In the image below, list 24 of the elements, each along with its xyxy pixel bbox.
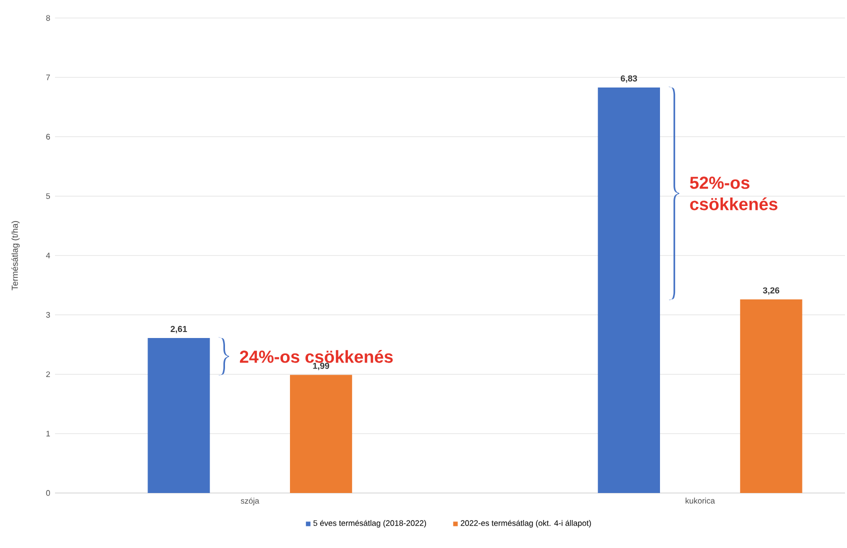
y-axis-title: Termésátlag (t/ha) [11,221,20,290]
annotation: 52%-os csökkenés [690,176,778,210]
y-tick-label: 5 [46,193,50,199]
data-label: 1,99 [313,362,330,370]
legend-label: 2022-es termésátlag (okt. 4-i állapot) [460,520,591,528]
y-tick-label: 3 [46,312,50,318]
y-tick-label: 0 [46,490,50,496]
y-tick-label: 7 [46,74,50,80]
x-tick-label: szója [240,498,260,506]
bar [598,87,660,493]
bar [148,338,210,493]
y-tick-label: 4 [46,252,50,258]
x-tick-label: kukorica [686,498,715,504]
y-tick-label: 8 [46,15,50,21]
bar [290,374,352,493]
y-tick-label: 2 [46,371,50,378]
data-label: 2,61 [170,326,187,334]
legend-label: 5 éves termésátlag (2018-2022) [313,520,426,528]
data-label: 3,26 [762,287,780,295]
annotation: 24%-os csökkenés [240,350,393,363]
y-tick-label: 6 [46,134,50,140]
y-tick-label: 1 [46,430,50,436]
data-label: 6,83 [620,75,638,83]
bar [740,299,802,493]
